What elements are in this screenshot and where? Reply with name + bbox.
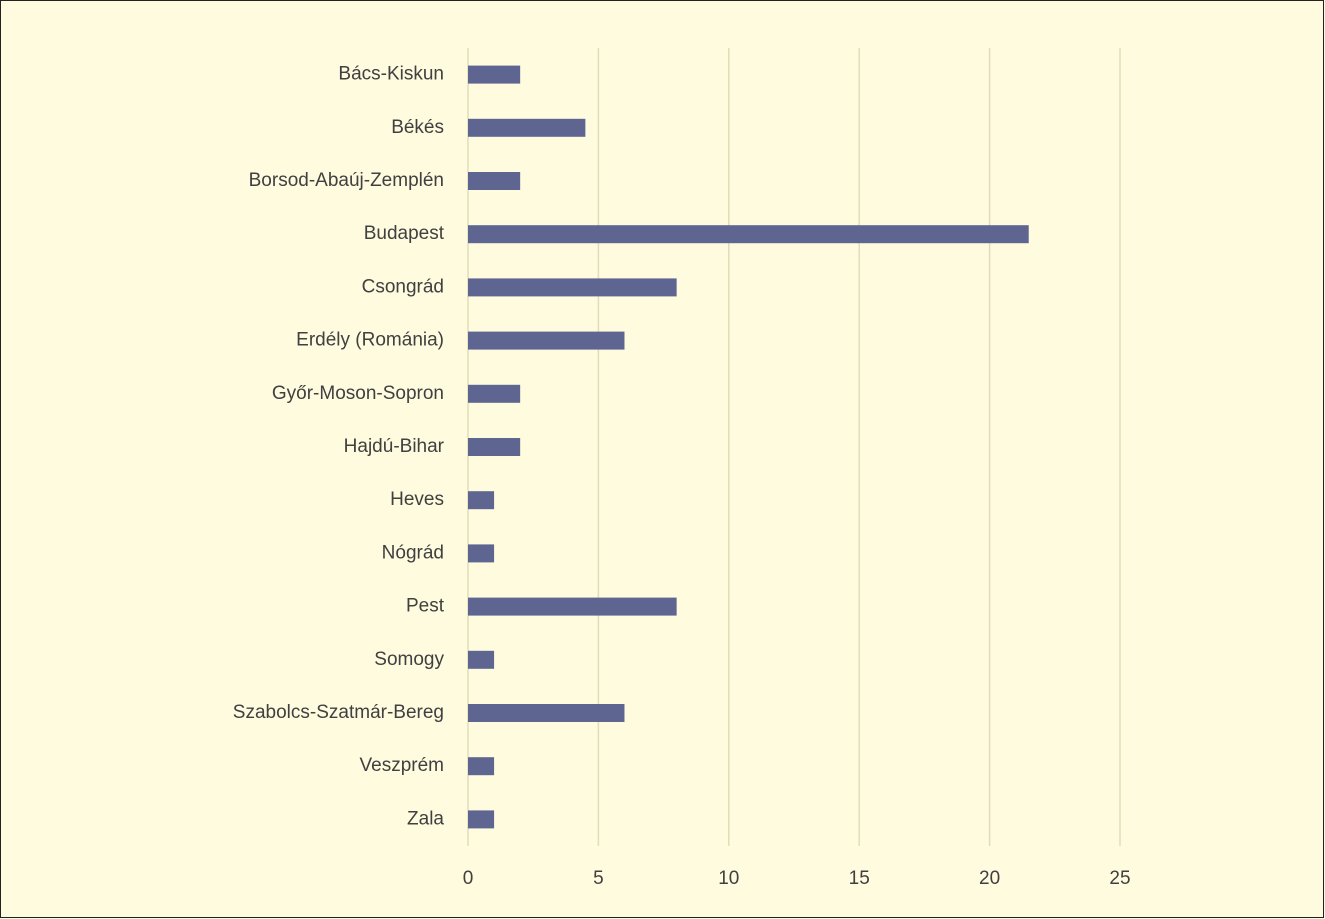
y-tick-label: Borsod-Abaúj-Zemplén	[249, 170, 444, 191]
y-tick-label: Erdély (Románia)	[296, 330, 444, 351]
y-tick-label: Heves	[390, 489, 444, 510]
bar	[468, 491, 495, 510]
x-tick-label: 25	[1109, 868, 1130, 889]
bar	[468, 172, 521, 190]
bar	[468, 544, 495, 563]
x-tick-label: 10	[718, 868, 739, 889]
bar	[468, 438, 521, 456]
x-tick-label: 0	[463, 868, 474, 889]
y-tick-label: Budapest	[364, 223, 445, 244]
y-tick-label: Zala	[407, 808, 444, 829]
bar	[468, 810, 495, 829]
bar	[468, 757, 495, 776]
y-tick-label: Somogy	[374, 649, 444, 670]
y-tick-label: Csongrád	[362, 276, 444, 297]
bar	[468, 331, 625, 350]
x-tick-label: 20	[979, 868, 1000, 889]
y-tick-label: Bács-Kiskun	[338, 64, 444, 85]
bar	[468, 704, 625, 722]
bar	[468, 278, 677, 297]
y-tick-label: Nógrád	[382, 542, 444, 563]
bar	[468, 384, 521, 403]
bar	[468, 65, 521, 84]
x-tick-label: 15	[849, 868, 870, 889]
y-tick-label: Veszprém	[360, 755, 444, 776]
bar	[468, 650, 495, 669]
y-tick-label: Pest	[406, 596, 445, 617]
bar	[468, 597, 677, 616]
y-tick-label: Békés	[391, 117, 444, 138]
bar	[468, 225, 1029, 244]
y-tick-label: Győr-Moson-Sopron	[272, 383, 444, 404]
y-tick-label: Szabolcs-Szatmár-Bereg	[233, 702, 444, 723]
bar	[468, 118, 586, 137]
x-tick-label: 5	[593, 868, 604, 889]
y-tick-label: Hajdú-Bihar	[344, 436, 445, 457]
